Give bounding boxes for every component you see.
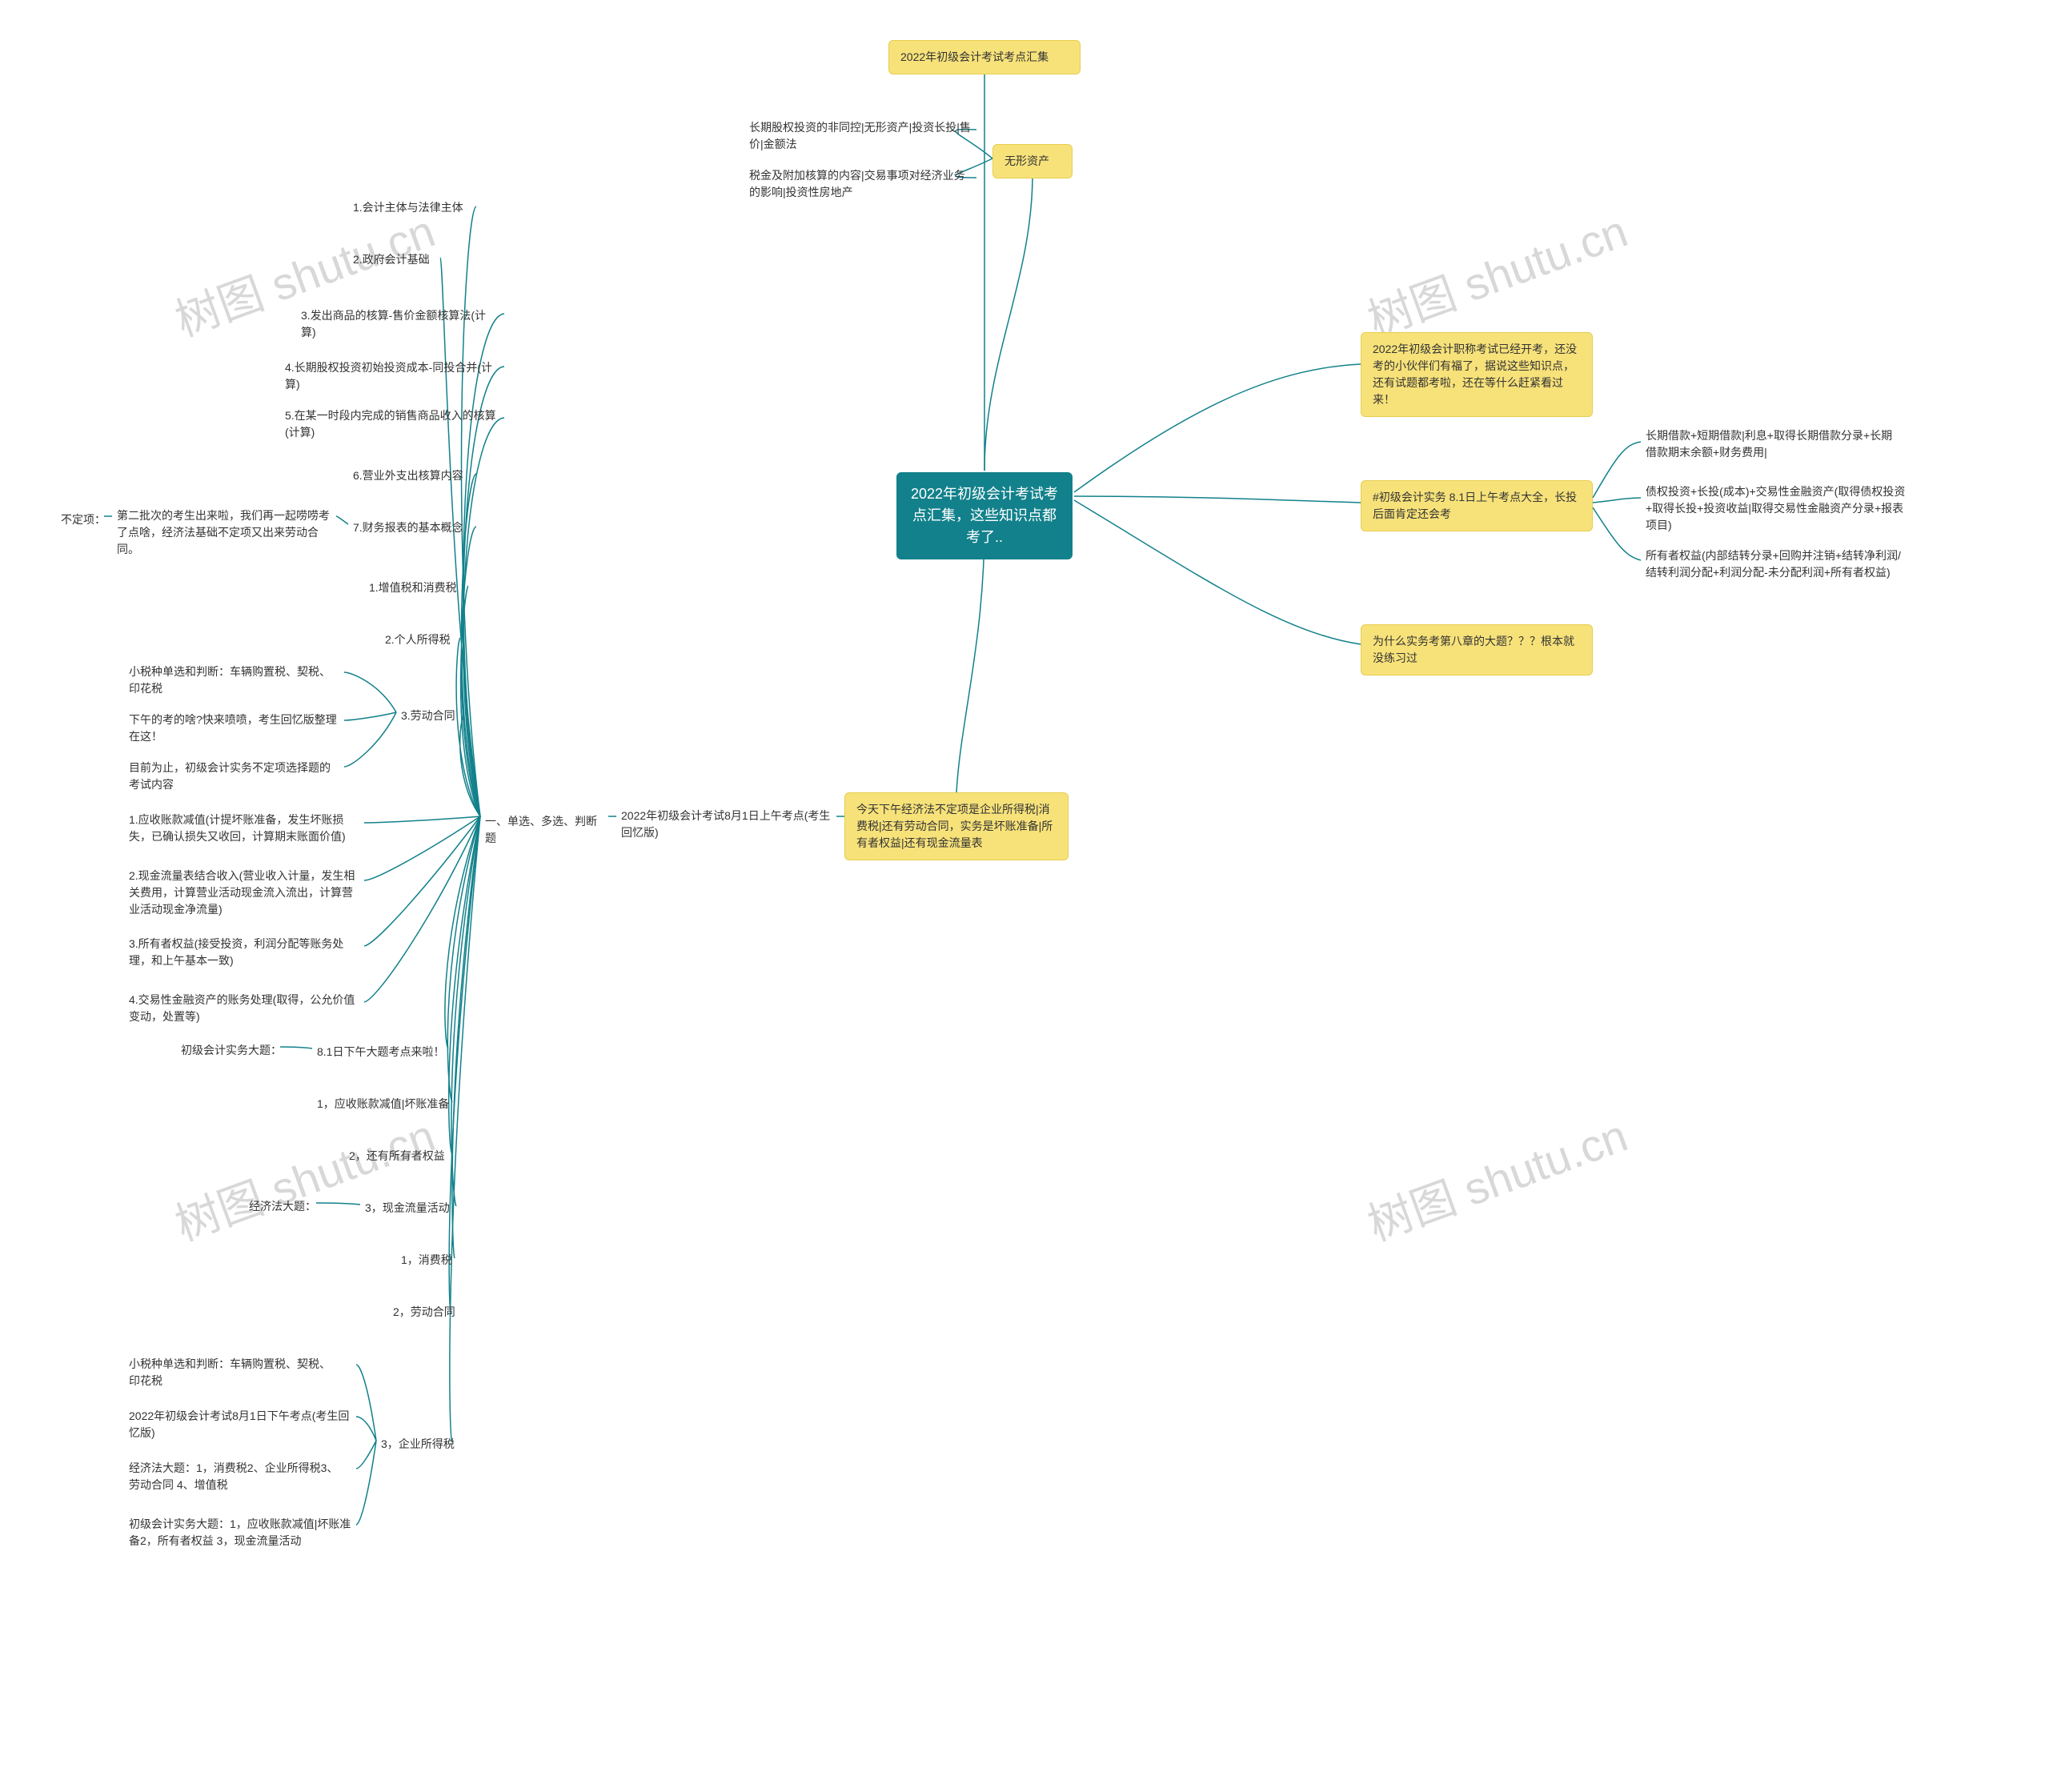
list-item: 3.劳动合同 xyxy=(396,704,460,728)
list-item: 经济法大题：1，消费税2、企业所得税3、劳动合同 4、增值税 xyxy=(124,1457,344,1497)
list-item: 4.长期股权投资初始投资成本-同投合并(计算) xyxy=(280,356,504,396)
list-item: 3.发出商品的核算-售价金额核算法(计算) xyxy=(296,304,504,344)
list-item: 2，还有所有者权益 xyxy=(344,1145,450,1168)
list-item: 1.会计主体与法律主体 xyxy=(348,196,468,219)
node-practice-morning[interactable]: #初级会计实务 8.1日上午考点大全，长投后面肯定还会考 xyxy=(1361,480,1593,531)
list-item: 第二批次的考生出来啦，我们再一起唠唠考了点啥，经济法基础不定项又出来劳动合同。 xyxy=(112,504,336,561)
watermark: 树图 shutu.cn xyxy=(1357,195,1635,349)
list-item: 4.交易性金融资产的账务处理(取得，公允价值变动，处置等) xyxy=(124,988,364,1028)
list-item: 小税种单选和判断：车辆购置税、契税、印花税 xyxy=(124,660,344,700)
list-item: 1.应收账款减值(计提坏账准备，发生坏账损失，已确认损失又收回，计算期末账面价值… xyxy=(124,808,364,848)
node-practice-sub-c: 所有者权益(内部结转分录+回购并注销+结转净利润/结转利润分配+利润分配-未分配… xyxy=(1641,544,1913,584)
list-item: 2，劳动合同 xyxy=(388,1301,460,1324)
list-item: 经济法大题： xyxy=(244,1195,321,1218)
watermark: 树图 shutu.cn xyxy=(165,1100,443,1253)
list-item: 1.增值税和消费税 xyxy=(364,576,462,599)
list-item: 6.营业外支出核算内容 xyxy=(348,464,468,487)
node-exam-started[interactable]: 2022年初级会计职称考试已经开考，还没考的小伙伴们有福了，据说这些知识点，还有… xyxy=(1361,332,1593,417)
node-topic-collection[interactable]: 2022年初级会计考试考点汇集 xyxy=(888,40,1081,74)
list-item: 7.财务报表的基本概念 xyxy=(348,516,468,539)
node-intangible-assets[interactable]: 无形资产 xyxy=(992,144,1073,178)
node-intangible-sub-a: 长期股权投资的非同控|无形资产|投资长投|售价|金额法 xyxy=(744,116,976,156)
list-item: 小税种单选和判断：车辆购置税、契税、印花税 xyxy=(124,1353,344,1393)
list-item: 2.政府会计基础 xyxy=(348,248,435,271)
list-item: 3.所有者权益(接受投资，利润分配等账务处理，和上午基本一致) xyxy=(124,932,364,972)
watermark: 树图 shutu.cn xyxy=(1357,1100,1635,1253)
node-practice-sub-a: 长期借款+短期借款|利息+取得长期借款分录+长期借款期末余额+财务费用| xyxy=(1641,424,1905,464)
list-item: 8.1日下午大题考点来啦！ xyxy=(312,1040,449,1064)
list-item: 1，消费税 xyxy=(396,1249,457,1272)
list-item: 初级会计实务大题： xyxy=(176,1039,287,1062)
list-item: 2.个人所得税 xyxy=(380,628,455,651)
list-item: 3，现金流量活动 xyxy=(360,1197,455,1220)
node-exam-aug1-morning: 2022年初级会计考试8月1日上午考点(考生回忆版) xyxy=(616,804,836,844)
node-question-types: 一、单选、多选、判断题 xyxy=(480,810,608,850)
mindmap-root[interactable]: 2022年初级会计考试考点汇集，这些知识点都考了.. xyxy=(896,472,1073,559)
list-item: 5.在某一时段内完成的销售商品收入的核算(计算) xyxy=(280,404,504,444)
list-item: 初级会计实务大题：1，应收账款减值|坏账准备2，所有者权益 3，现金流量活动 xyxy=(124,1513,356,1553)
list-item: 2022年初级会计考试8月1日下午考点(考生回忆版) xyxy=(124,1405,356,1445)
node-intangible-sub-b: 税金及附加核算的内容|交易事项对经济业务的影响|投资性房地产 xyxy=(744,164,976,204)
list-item: 1，应收账款减值|坏账准备 xyxy=(312,1092,454,1116)
node-afternoon-summary[interactable]: 今天下午经济法不定项是企业所得税|消费税|还有劳动合同，实务是坏账准备|所有者权… xyxy=(844,792,1069,860)
list-item: 2.现金流量表结合收入(营业收入计量，发生相关费用，计算营业活动现金流入流出，计… xyxy=(124,864,364,921)
node-chapter8-question[interactable]: 为什么实务考第八章的大题？？？根本就没练习过 xyxy=(1361,624,1593,676)
list-item: 下午的考的啥?快来喷喷，考生回忆版整理在这！ xyxy=(124,708,344,748)
list-item: 目前为止，初级会计实务不定项选择题的考试内容 xyxy=(124,756,344,796)
list-item: 3，企业所得税 xyxy=(376,1433,459,1456)
node-practice-sub-b: 债权投资+长投(成本)+交易性金融资产(取得债权投资+取得长投+投资收益|取得交… xyxy=(1641,480,1913,537)
list-item: 不定项： xyxy=(56,508,110,531)
